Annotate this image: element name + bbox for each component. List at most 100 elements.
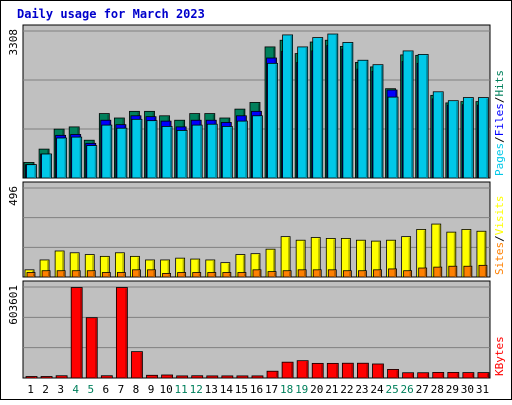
bar-shade-pages-23 (365, 61, 368, 179)
bar-sites-8 (132, 269, 141, 278)
bar-pages-23 (357, 59, 369, 179)
x-tick-label-27: 27 (416, 383, 429, 396)
bar-kbytes-26 (402, 372, 415, 379)
bar-shade-sites-3 (63, 271, 65, 277)
bar-shade-visits-31 (483, 232, 486, 277)
x-tick-label-18: 18 (280, 383, 293, 396)
bar-shade-visits-19 (303, 241, 305, 277)
x-tick-label-24: 24 (370, 383, 384, 396)
bar-kbytes-31 (477, 372, 490, 379)
bar-shade-pages-20 (320, 38, 323, 178)
bar-pages-30 (462, 97, 474, 179)
bar-shade-kbytes-25 (396, 370, 399, 378)
bar-shade-kbytes-19 (306, 361, 308, 378)
bar-sites-16 (252, 269, 262, 278)
bar-pages-31 (478, 97, 489, 179)
bar-sites-5 (86, 270, 96, 278)
bar-shade-pages-29 (456, 101, 458, 178)
bar-shade-pages-26 (411, 51, 413, 179)
bar-kbytes-13 (206, 375, 219, 379)
bar-shade-pages-17 (275, 64, 278, 178)
bar-pages-25 (387, 96, 399, 179)
bar-pages-7 (116, 127, 128, 179)
bar-shade-pages-22 (350, 43, 353, 178)
bar-sites-27 (418, 267, 428, 278)
x-tick-label-6: 6 (103, 383, 110, 396)
bar-shade-kbytes-26 (411, 373, 414, 378)
legend-pages: Pages (493, 143, 506, 176)
bar-pages-6 (101, 124, 113, 179)
legend-separator: / (493, 97, 506, 104)
bar-shade-pages-28 (441, 92, 443, 178)
bar-shade-sites-10 (168, 274, 171, 277)
bar-shade-kbytes-8 (140, 352, 142, 378)
legend-kbytes: KBytes (493, 336, 506, 376)
bar-shade-visits-6 (107, 257, 109, 277)
bar-sites-24 (373, 269, 382, 278)
bar-shade-pages-13 (215, 125, 217, 178)
bar-pages-24 (372, 64, 384, 179)
bar-shade-pages-5 (94, 146, 97, 178)
bar-shade-kbytes-30 (471, 373, 474, 378)
bar-shade-kbytes-13 (215, 376, 218, 378)
bar-shade-sites-18 (289, 271, 291, 277)
legend-hits: Hits (493, 70, 506, 97)
bar-shade-pages-1 (34, 165, 36, 178)
bar-shade-pages-8 (139, 120, 142, 178)
x-tick-label-1: 1 (27, 383, 34, 396)
x-tick-label-17: 17 (265, 383, 278, 396)
bar-kbytes-17 (266, 370, 279, 379)
bar-shade-pages-24 (380, 65, 383, 178)
bar-sites-31 (478, 264, 488, 278)
bar-shade-sites-29 (454, 267, 457, 277)
bar-shade-visits-17 (273, 250, 275, 277)
legend-sites: Sites (493, 242, 506, 275)
bar-sites-19 (297, 269, 307, 278)
bar-kbytes-16 (251, 375, 264, 379)
bar-shade-sites-16 (258, 270, 261, 277)
x-tick-label-21: 21 (325, 383, 338, 396)
bar-shade-pages-31 (486, 98, 488, 178)
x-tick-label-4: 4 (72, 383, 79, 396)
bar-shade-sites-7 (123, 273, 125, 277)
bar-shade-sites-15 (243, 273, 246, 277)
bar-shade-sites-14 (228, 273, 231, 277)
bar-pages-21 (327, 33, 339, 179)
bar-sites-4 (71, 270, 81, 278)
legend-files: Files (493, 103, 506, 136)
bar-kbytes-8 (131, 351, 143, 379)
bar-shade-sites-1 (33, 273, 35, 277)
bar-shade-visits-11 (182, 259, 185, 277)
bar-pages-5 (86, 145, 98, 179)
bar-kbytes-27 (417, 372, 430, 379)
bar-shade-kbytes-6 (110, 376, 112, 378)
bar-kbytes-1 (25, 376, 38, 379)
bar-shade-pages-18 (290, 35, 293, 178)
bar-kbytes-12 (191, 375, 204, 379)
bar-pages-27 (417, 54, 429, 179)
bar-pages-17 (267, 62, 278, 179)
bar-shade-sites-6 (108, 273, 110, 277)
legend-visits: Visits (493, 196, 506, 236)
x-tick-label-8: 8 (133, 383, 140, 396)
bar-sites-23 (358, 270, 367, 278)
bar-sites-15 (237, 272, 247, 278)
x-tick-label-25: 25 (385, 383, 398, 396)
bar-shade-visits-18 (288, 237, 290, 277)
bar-kbytes-18 (281, 361, 294, 379)
bar-pages-1 (26, 164, 37, 179)
bar-pages-8 (131, 118, 143, 179)
bar-shade-visits-22 (348, 239, 350, 277)
bar-kbytes-10 (161, 374, 173, 379)
bar-kbytes-4 (70, 287, 83, 379)
bar-shade-kbytes-14 (230, 376, 233, 378)
x-tick-label-13: 13 (205, 383, 218, 396)
bar-kbytes-30 (462, 372, 475, 379)
bar-kbytes-6 (100, 375, 113, 379)
bar-shade-kbytes-20 (321, 364, 323, 378)
bar-shade-pages-3 (64, 139, 67, 178)
bar-shade-visits-4 (77, 253, 79, 277)
x-tick-label-2: 2 (42, 383, 49, 396)
bar-shade-kbytes-18 (291, 363, 293, 378)
